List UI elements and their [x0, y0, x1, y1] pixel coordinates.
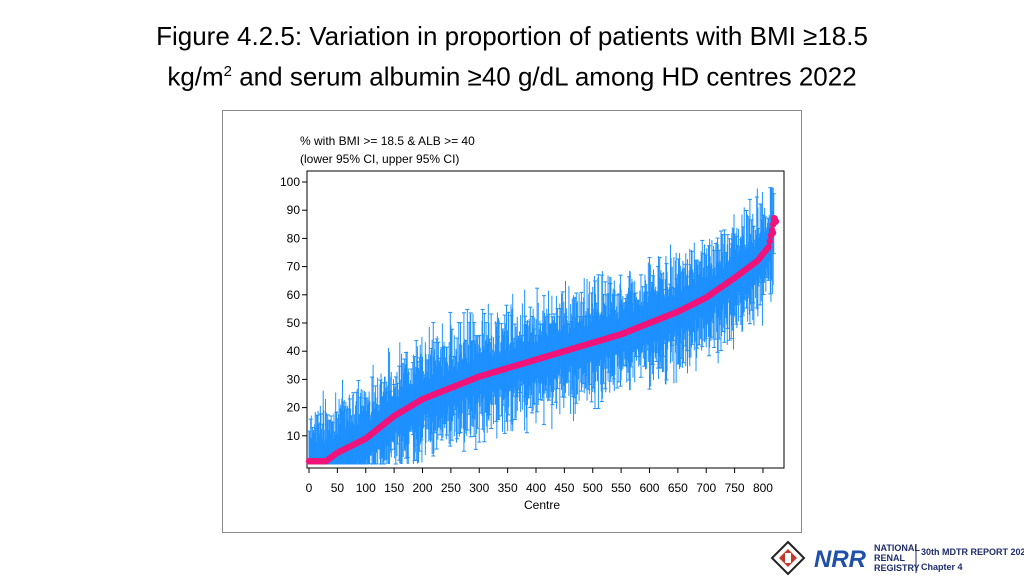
chart-frame: % with BMI >= 18.5 & ALB >= 40 (lower 95…: [222, 110, 802, 533]
centre-estimate-point: [769, 229, 777, 237]
y-tick-label: 30: [287, 372, 301, 386]
report-title: 30th MDTR REPORT 2022: [921, 547, 1024, 557]
x-tick-label: 750: [725, 481, 745, 495]
report-chapter: Chapter 4: [921, 562, 963, 572]
svg-text:NRR: NRR: [814, 546, 867, 573]
x-tick-label: 450: [554, 481, 574, 495]
y-tick-label: 50: [287, 316, 301, 330]
org-line2: RENAL: [874, 553, 906, 563]
x-tick-label: 600: [639, 481, 659, 495]
plot-border: [306, 170, 785, 469]
x-tick-label: 150: [384, 481, 404, 495]
x-tick-label: 500: [583, 481, 603, 495]
title-line2-rest: and serum albumin ≥40 g/dL among HD cent…: [232, 61, 857, 92]
org-line3: REGISTRY: [874, 563, 920, 573]
slide-title-line2: kg/m2 and serum albumin ≥40 g/dL among H…: [0, 54, 1024, 95]
x-tick-label: 250: [441, 481, 461, 495]
centre-estimate-point: [766, 238, 773, 245]
x-tick-label: 650: [668, 481, 688, 495]
x-tick-label: 200: [412, 481, 432, 495]
x-tick-label: 800: [753, 481, 773, 495]
x-tick-label: 50: [331, 481, 345, 495]
centre-estimate-point: [765, 243, 772, 251]
x-axis-label: Centre: [524, 498, 560, 512]
org-line1: NATIONAL: [874, 543, 920, 553]
plot-area: 10 20 30 40 50 60 70 80 90 100 0 50 100 150 200 250 300 3…: [280, 170, 785, 495]
chart-plot: % with BMI >= 18.5 & ALB >= 40 (lower 95…: [280, 134, 785, 512]
x-tick-label: 700: [696, 481, 716, 495]
chart-title-line1: % with BMI >= 18.5 & ALB >= 40: [300, 134, 475, 148]
slide-title: Figure 4.2.5: Variation in proportion of…: [0, 18, 1024, 95]
x-tick-label: 350: [498, 481, 518, 495]
x-tick-label: 300: [469, 481, 489, 495]
footer-logo: NRR NATIONAL RENAL REGISTRY 30th MDTR RE…: [770, 540, 1024, 576]
title-unit-superscript: 2: [223, 63, 232, 80]
y-tick-label: 60: [287, 288, 301, 302]
x-tick-label: 100: [356, 481, 376, 495]
y-tick-label: 80: [287, 231, 301, 245]
registry-emblem-icon: [770, 540, 806, 576]
y-tick-label: 40: [287, 344, 301, 358]
x-tick-label: 0: [306, 481, 313, 495]
y-tick-label: 20: [287, 401, 301, 415]
slide-title-line1: Figure 4.2.5: Variation in proportion of…: [156, 21, 868, 51]
y-tick-label: 100: [280, 175, 300, 189]
x-tick-label: 550: [611, 481, 631, 495]
centre-estimate-point: [771, 217, 780, 226]
y-tick-label: 70: [287, 260, 301, 274]
y-tick-label: 10: [287, 429, 301, 443]
chart-title-line2: (lower 95% CI, upper 95% CI): [300, 152, 459, 166]
title-unit-text: kg/m: [167, 61, 224, 92]
x-tick-label: 400: [526, 481, 546, 495]
y-tick-label: 90: [287, 203, 301, 217]
nrr-logo-icon: NRR: [814, 546, 867, 573]
